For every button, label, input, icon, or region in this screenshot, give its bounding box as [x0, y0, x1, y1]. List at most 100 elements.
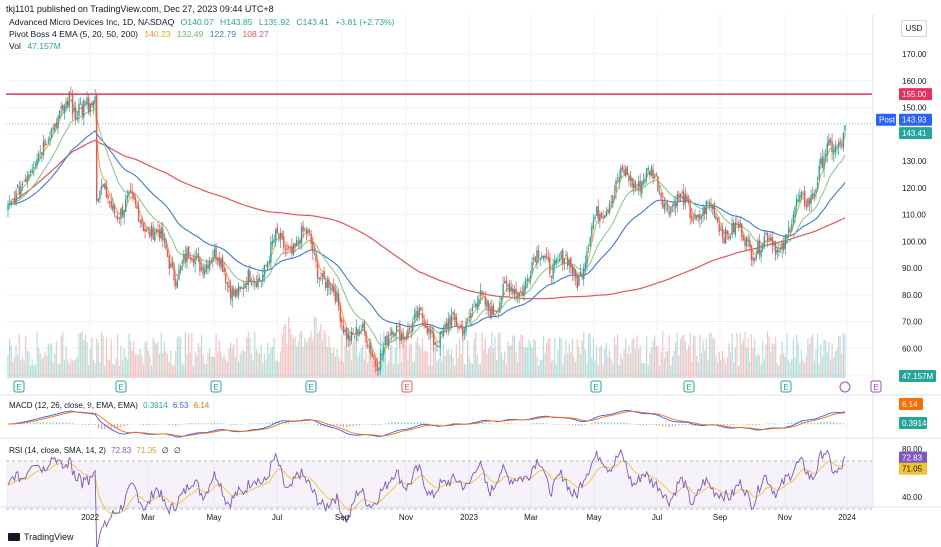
ema20-line: [7, 107, 846, 347]
candle-body: [50, 128, 53, 138]
candle-body: [133, 192, 135, 199]
earnings-marker-label: E: [213, 383, 218, 392]
candle-body: [670, 206, 672, 214]
macd-histogram-bar: [194, 422, 196, 425]
candle-body: [613, 192, 616, 194]
volume-bar: [520, 334, 522, 378]
volume-bar: [388, 360, 390, 378]
volume-bar: [317, 333, 319, 378]
volume-bar: [463, 363, 465, 378]
rsi-ma-tag: 71.05: [902, 465, 923, 474]
candle-body: [374, 360, 377, 366]
candle-body: [215, 246, 217, 260]
candle-body: [233, 289, 235, 296]
candle-body: [700, 217, 703, 219]
ema200-line: [7, 139, 846, 300]
volume-bar: [504, 351, 506, 378]
ema-name[interactable]: Pivot Boss 4 EMA (5, 20, 50, 200): [9, 29, 138, 39]
candle-body: [721, 228, 724, 238]
macd-histogram-bar: [765, 423, 767, 425]
volume-bar: [596, 344, 598, 378]
volume-bar: [155, 344, 157, 378]
candle-body: [684, 194, 687, 204]
macd-histogram-bar: [816, 422, 819, 425]
macd-histogram-bar: [139, 424, 141, 425]
candle-body: [379, 353, 382, 370]
rsi-tick-label: 80.00: [902, 445, 923, 454]
candle-body: [781, 242, 783, 250]
macd-histogram-bar: [655, 424, 657, 426]
volume-bar: [739, 333, 741, 378]
candle-body: [468, 316, 470, 319]
candle-body: [287, 249, 290, 251]
volume-bar: [349, 331, 351, 378]
earnings-marker: [683, 380, 695, 393]
macd-name[interactable]: MACD (12, 26, close, 9, EMA, EMA): [9, 401, 138, 410]
candle-body: [331, 285, 333, 291]
volume-bar: [571, 338, 574, 378]
candle-body: [624, 168, 627, 177]
candle-body: [368, 345, 370, 348]
macd-histogram-bar: [65, 422, 67, 425]
macd-histogram-bar: [813, 422, 815, 425]
tradingview-logo[interactable]: TradingView: [8, 532, 74, 542]
macd-histogram-bar: [284, 422, 286, 425]
volume-bar: [676, 332, 678, 378]
candle-body: [487, 302, 490, 311]
volume-bar: [83, 339, 85, 378]
candle-body: [239, 287, 241, 289]
volume-bar: [244, 352, 246, 378]
macd-histogram-bar: [678, 424, 680, 426]
macd-value-1: 0.3914: [143, 401, 168, 410]
vol-name[interactable]: Vol: [9, 41, 21, 51]
macd-histogram-bar: [391, 422, 393, 425]
volume-bar: [562, 364, 564, 378]
post-value-tag-bg: [899, 113, 932, 126]
time-tick-label: Jul: [272, 513, 282, 522]
candle-body: [144, 228, 146, 232]
volume-bar: [707, 360, 709, 378]
macd-histogram-bar: [449, 423, 451, 425]
candle-body: [528, 279, 530, 282]
candle-body: [653, 176, 656, 179]
rsi-name[interactable]: RSI (14, close, SMA, 14, 2): [9, 446, 106, 455]
macd-histogram-bar: [236, 424, 238, 425]
symbol-name[interactable]: Advanced Micro Devices Inc, 1D, NASDAQ: [9, 17, 175, 27]
macd-histogram-bar: [191, 422, 193, 425]
volume-bar: [667, 351, 669, 378]
symbol-legend: Advanced Micro Devices Inc, 1D, NASDAQ O…: [9, 17, 399, 28]
candle-body: [631, 178, 633, 187]
macd-histogram-bar: [336, 424, 338, 427]
macd-histogram-bar: [691, 424, 693, 426]
macd-histogram-bar: [578, 424, 580, 426]
candle-body: [42, 141, 45, 155]
currency-button[interactable]: USD: [901, 20, 927, 37]
candle-body: [534, 256, 537, 263]
volume-bar: [675, 342, 677, 378]
candle-body: [495, 311, 498, 313]
candle-body: [736, 222, 738, 224]
volume-bar: [176, 338, 178, 378]
macd-histogram-bar: [310, 423, 312, 425]
candle-body: [210, 260, 212, 262]
candle-body: [497, 310, 499, 312]
time-axis[interactable]: 2022 Mar May Jul Sep Nov 2023 Mar May Jul Sep Nov 20…: [81, 513, 856, 522]
candle-body: [444, 324, 446, 329]
volume-bar: [321, 340, 324, 378]
candle-body: [462, 328, 464, 336]
price-axis[interactable]: 170.00160.00150.00140.00130.00120.00110.…: [876, 50, 936, 475]
volume-bar: [775, 336, 777, 378]
macd-histogram-bar: [594, 422, 596, 425]
volume-bar: [546, 342, 548, 378]
candle-body: [184, 253, 187, 261]
volume-bar: [25, 335, 27, 378]
candle-body: [512, 288, 514, 293]
macd-histogram-bar: [426, 423, 428, 425]
volume-bar: [610, 358, 612, 378]
volume-bar: [450, 349, 453, 378]
volume-bar: [826, 352, 828, 378]
volume-bar: [308, 337, 311, 378]
candle-body: [218, 257, 220, 265]
candle-body: [642, 179, 645, 184]
